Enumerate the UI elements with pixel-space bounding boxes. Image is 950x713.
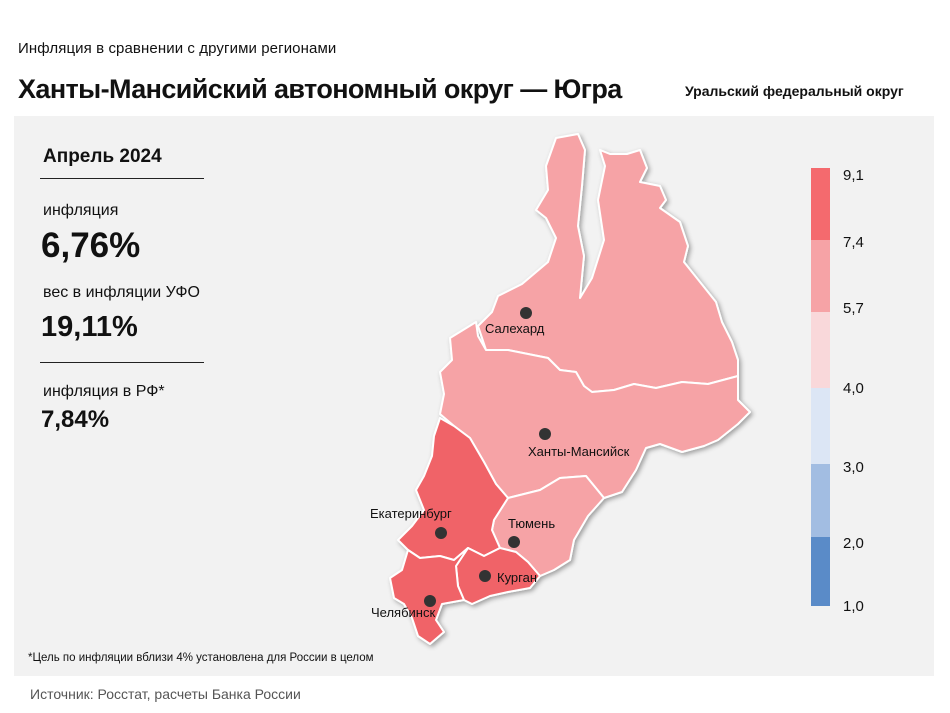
rf-inflation-value: 7,84% bbox=[41, 406, 110, 433]
weight-label: вес в инфляции УФО bbox=[43, 284, 200, 301]
divider-bottom bbox=[40, 362, 204, 363]
federal-district-label: Уральский федеральный округ bbox=[685, 83, 904, 99]
city-dot-icon bbox=[424, 595, 436, 607]
legend-swatch-4 bbox=[811, 388, 830, 464]
city-label-tyumen: Тюмень bbox=[508, 516, 555, 531]
city-label-ekaterinburg: Екатеринбург bbox=[370, 506, 452, 521]
rf-inflation-label: инфляция в РФ* bbox=[43, 383, 165, 400]
city-salekhard: Салехард bbox=[485, 307, 545, 336]
inflation-value: 6,76% bbox=[41, 226, 141, 265]
city-chelyabinsk: Челябинск bbox=[371, 595, 436, 620]
legend-tick-label: 5,7 bbox=[843, 300, 864, 317]
city-dot-icon bbox=[539, 428, 551, 440]
divider-top bbox=[40, 178, 204, 179]
legend-tick-label: 7,4 bbox=[843, 234, 864, 251]
city-khanty-mansiysk: Ханты-Мансийск bbox=[528, 428, 630, 459]
footnote: *Цель по инфляции вблизи 4% установлена … bbox=[28, 652, 374, 664]
city-dot-icon bbox=[520, 307, 532, 319]
city-markers: Салехард Ханты-Мансийск Екатеринбург Тюм… bbox=[370, 307, 630, 620]
city-dot-icon bbox=[479, 570, 491, 582]
weight-value: 19,11% bbox=[41, 311, 138, 343]
legend-tick-label: 1,0 bbox=[843, 598, 864, 615]
legend-tick-label: 3,0 bbox=[843, 459, 864, 476]
legend-swatch-6 bbox=[811, 537, 830, 606]
page-title: Ханты-Мансийский автономный округ — Югра bbox=[18, 74, 622, 104]
city-tyumen: Тюмень bbox=[508, 516, 555, 548]
source-note: Источник: Росстат, расчеты Банка России bbox=[30, 686, 301, 702]
legend-swatch-3 bbox=[811, 312, 830, 388]
chart-subtitle: Инфляция в сравнении с другими регионами bbox=[18, 40, 337, 57]
city-label-kurgan: Курган bbox=[497, 570, 537, 585]
legend-swatch-2 bbox=[811, 240, 830, 312]
inflation-label: инфляция bbox=[43, 202, 119, 219]
city-label-khanty-mansiysk: Ханты-Мансийск bbox=[528, 444, 630, 459]
region-yamal bbox=[477, 133, 739, 393]
city-kurgan: Курган bbox=[479, 570, 537, 585]
legend-tick-label: 9,1 bbox=[843, 167, 864, 184]
legend-swatch-1 bbox=[811, 168, 830, 240]
city-ekaterinburg: Екатеринбург bbox=[370, 506, 452, 539]
city-label-chelyabinsk: Челябинск bbox=[371, 605, 435, 620]
legend-swatch-5 bbox=[811, 464, 830, 537]
legend-tick-label: 4,0 bbox=[843, 380, 864, 397]
region-khmao bbox=[439, 321, 751, 499]
legend-tick-label: 2,0 bbox=[843, 535, 864, 552]
period-label: Апрель 2024 bbox=[43, 146, 162, 167]
city-label-salekhard: Салехард bbox=[485, 321, 545, 336]
city-dot-icon bbox=[508, 536, 520, 548]
city-dot-icon bbox=[435, 527, 447, 539]
